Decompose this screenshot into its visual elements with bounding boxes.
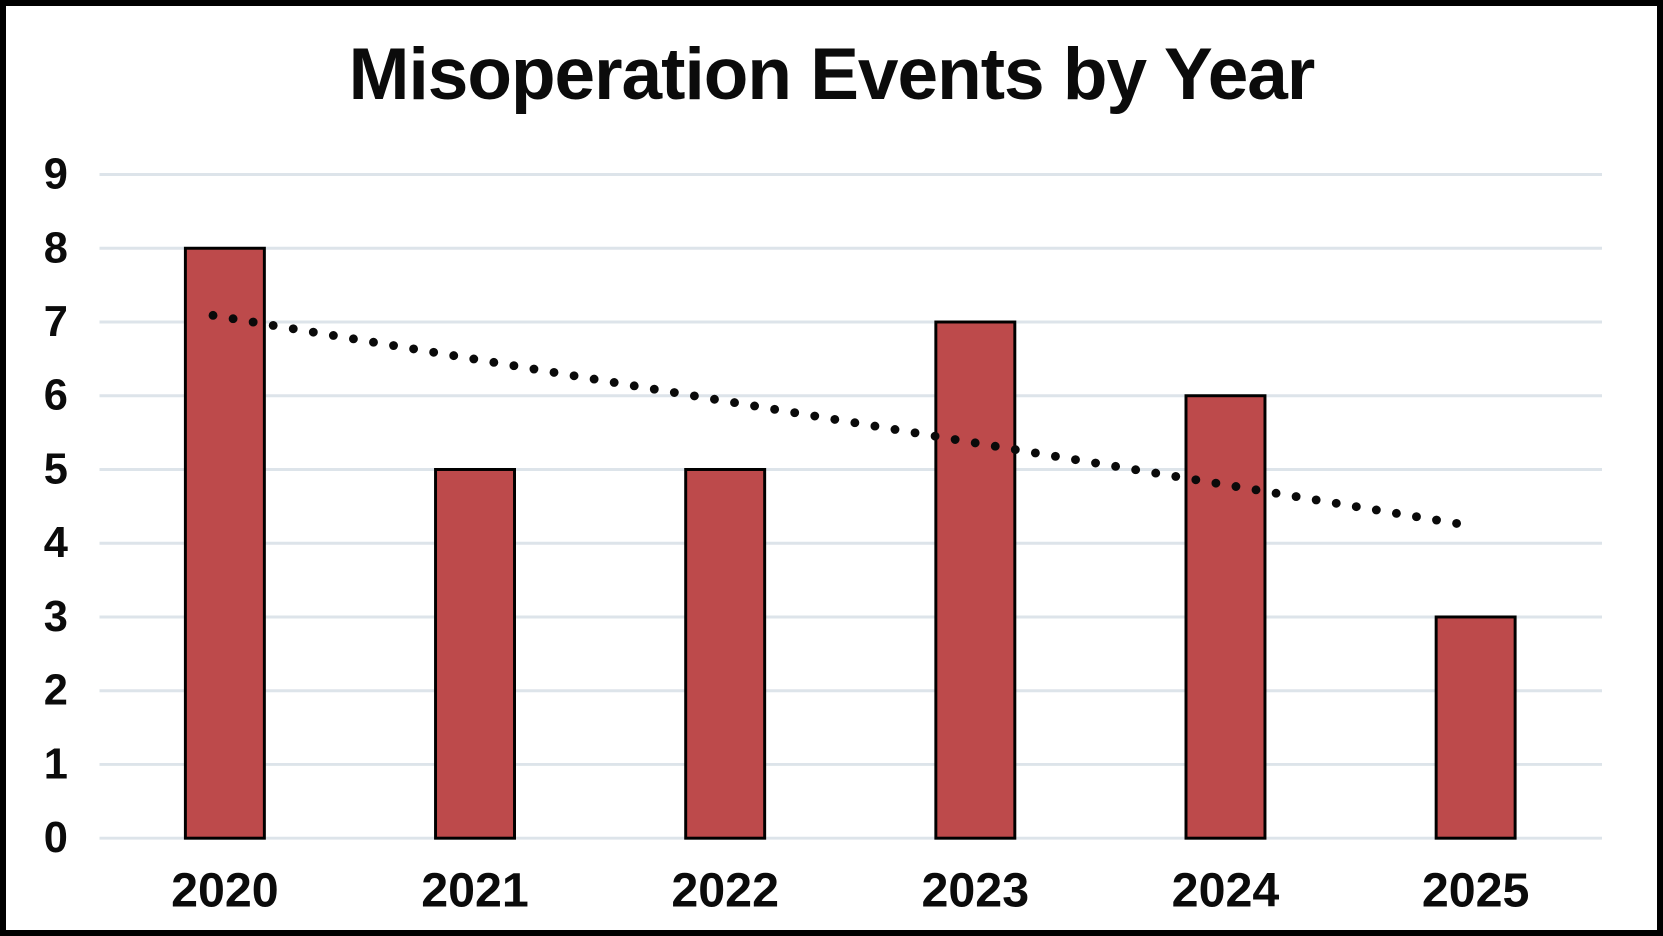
bar-2022 [684,468,767,840]
chart-title: Misoperation Events by Year [348,34,1316,115]
y-tick-label-3: 3 [44,593,68,641]
bar-2024 [1184,394,1267,840]
x-tick-label-2025: 2025 [1422,863,1530,917]
trendline [208,310,1470,530]
y-tick-label-1: 1 [44,740,68,788]
y-tick-label-8: 8 [44,224,68,272]
bar-2021 [434,468,516,840]
x-tick-label-2024: 2024 [1172,863,1280,917]
y-tick-label-5: 5 [44,445,68,493]
bar-2025 [1434,615,1517,840]
x-tick-label-2022: 2022 [671,863,779,917]
y-tick-label-2: 2 [44,667,68,715]
y-tick-label-7: 7 [44,298,68,346]
bar-chart-canvas: 0 1 2 3 4 5 6 7 8 9 2020 2021 2022 2023 2024 2025 [44,151,1602,917]
x-tick-label-2021: 2021 [421,863,529,917]
y-tick-label-4: 4 [44,519,68,567]
x-tick-label-2020: 2020 [171,863,279,917]
y-tick-label-9: 9 [44,151,68,199]
x-tick-label-2023: 2023 [922,863,1030,917]
y-tick-label-0: 0 [44,814,68,862]
bar-2020 [183,246,266,840]
bar-2023 [934,320,1017,840]
y-tick-label-6: 6 [44,372,68,420]
